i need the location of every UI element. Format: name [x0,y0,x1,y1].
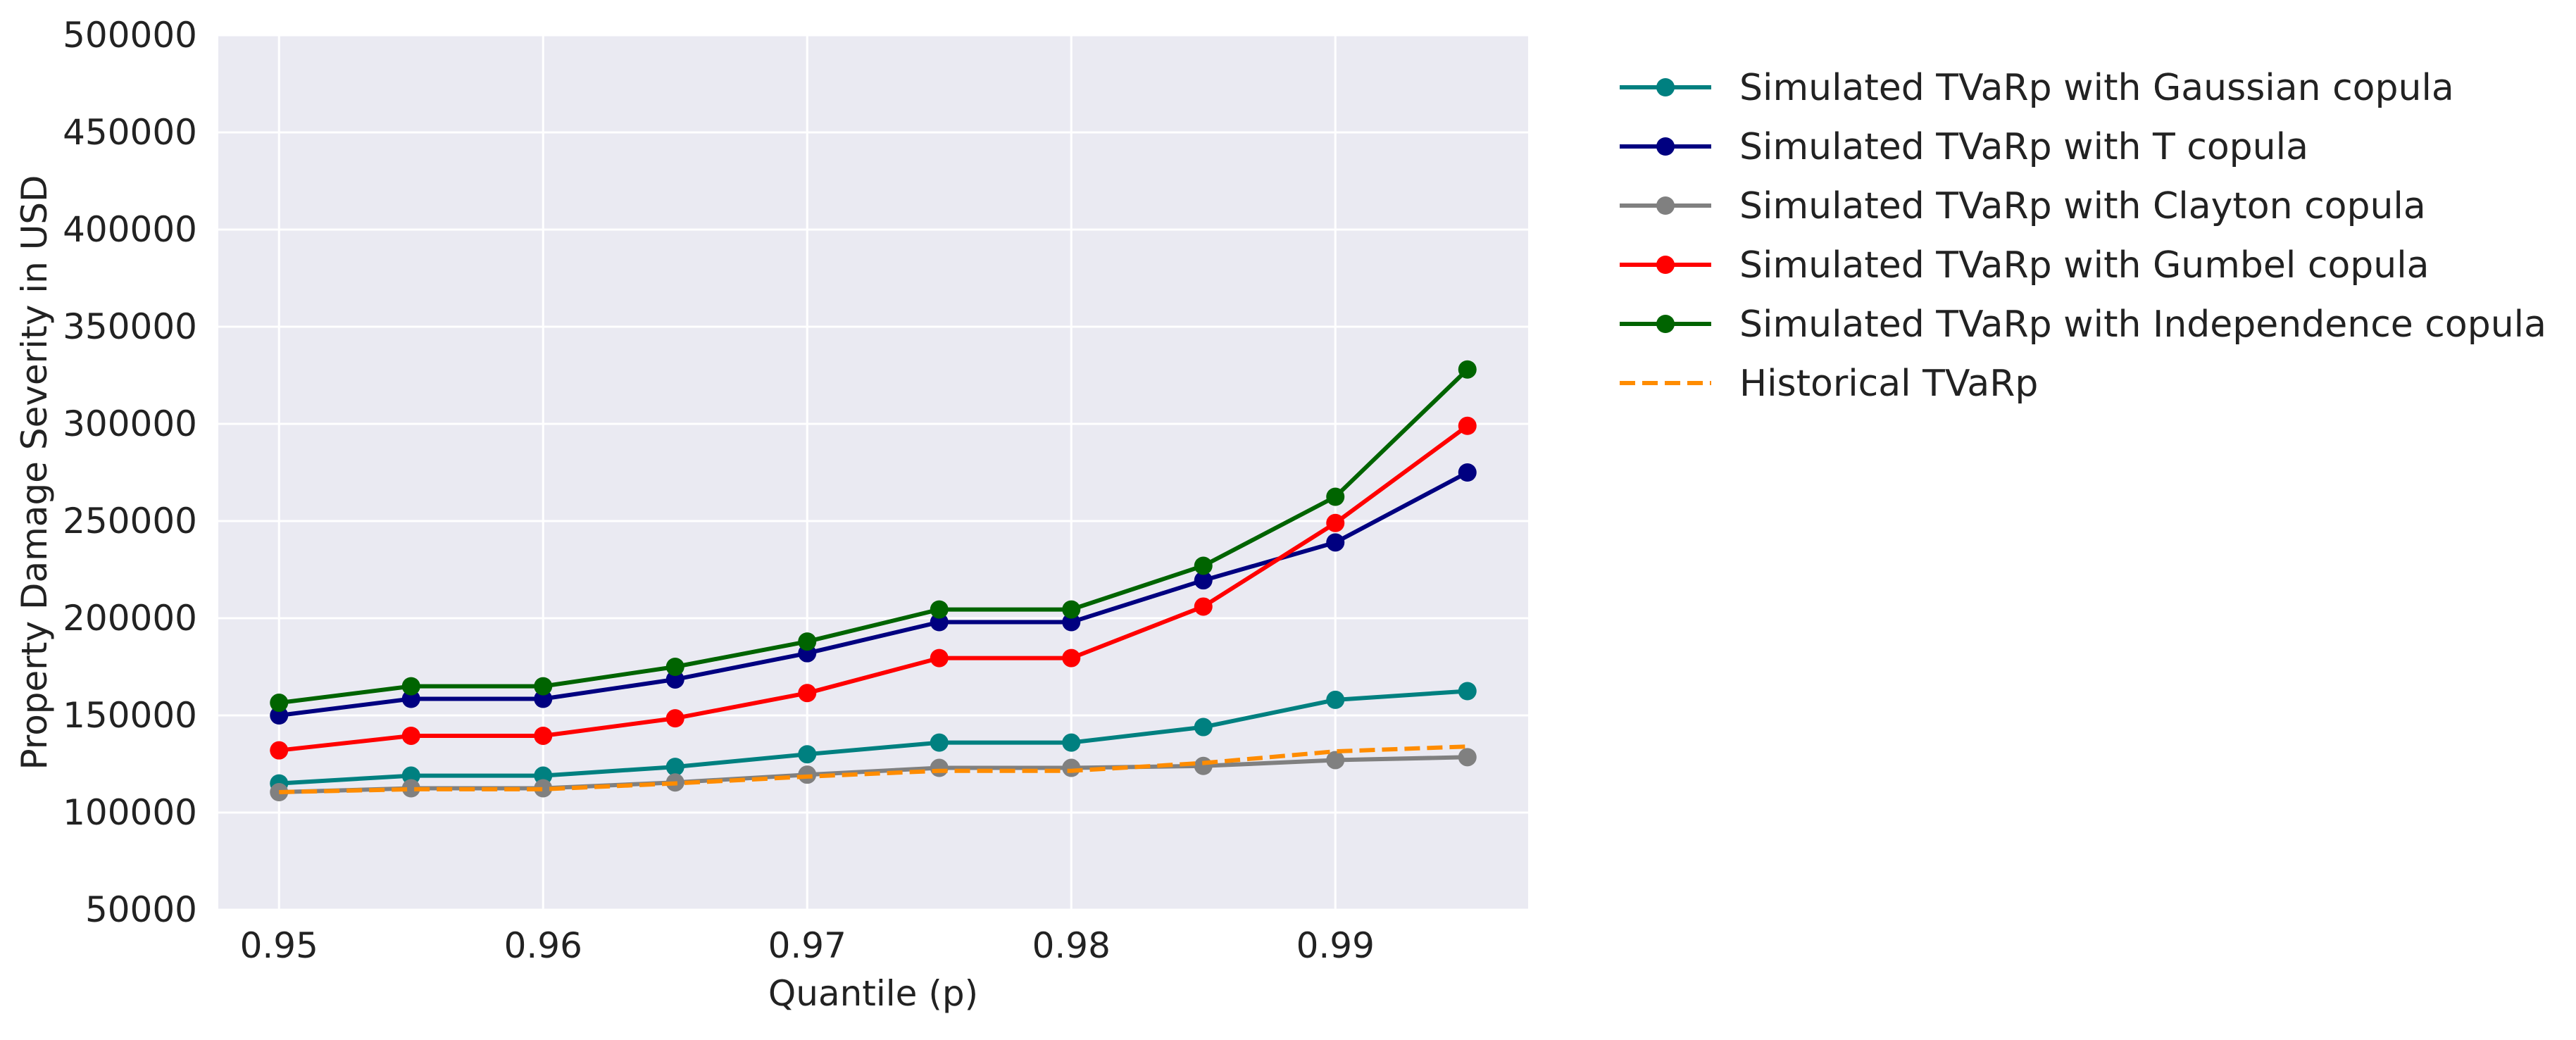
data-point [534,689,553,708]
legend-item: Historical TVaRp [1620,363,2038,405]
y-tick-labels: 50000 100000 150000 200000 250000 300000 35000… [63,15,197,930]
data-point [930,600,949,619]
series-line [277,755,1470,794]
data-point [1458,682,1477,701]
legend-label: Simulated TVaRp with T copula [1739,126,2308,168]
data-point [401,766,420,785]
data-point [270,741,289,760]
y-tick-label: 350000 [63,306,197,347]
data-point [798,632,817,651]
data-point [930,758,949,777]
data-point [534,726,553,745]
data-point [1062,733,1081,752]
series-simulated-tvarp-with-t-copula [270,463,1477,725]
series-historical-tvarp [279,744,1468,794]
data-point [930,613,949,632]
data-point [270,694,289,713]
series-lines [270,360,1477,802]
x-tick-label: 0.97 [768,925,846,966]
data-point [534,766,553,785]
y-tick-label: 250000 [63,501,197,541]
data-point [665,709,684,728]
x-tick-label: 0.95 [240,925,318,966]
x-tick-label: 0.99 [1296,925,1375,966]
x-tick-labels: 0.95 0.96 0.97 0.98 0.99 [240,925,1375,966]
data-point [1458,463,1477,482]
data-point [1458,360,1477,379]
y-tick-label: 100000 [63,792,197,833]
data-point [1326,533,1345,552]
y-tick-label: 50000 [85,889,197,930]
data-point [1194,597,1213,616]
data-point [1326,690,1345,709]
data-point [401,779,420,798]
legend-label: Simulated TVaRp with Clayton copula [1739,185,2426,227]
legend-swatch-marker [1656,315,1675,333]
x-tick-label: 0.98 [1032,925,1111,966]
data-point [270,706,289,725]
data-point [1194,756,1213,775]
data-point [1194,718,1213,737]
data-point [665,658,684,676]
series-line [277,367,1470,706]
plot-area [218,35,1528,910]
y-tick-label: 150000 [63,695,197,736]
legend: Simulated TVaRp with Gaussian copula Simu… [1620,67,2546,405]
data-point [401,677,420,696]
series-simulated-tvarp-with-independence-copula [270,360,1477,713]
legend-label: Simulated TVaRp with Independence copula [1739,303,2546,346]
data-point [665,670,684,689]
gridlines [218,34,1528,911]
series-line [277,423,1470,753]
data-point [1458,748,1477,767]
series-simulated-tvarp-with-gumbel-copula [270,416,1477,760]
data-point [401,689,420,708]
x-tick-label: 0.96 [504,925,582,966]
data-point [534,677,553,696]
x-axis-label: Quantile (p) [768,973,978,1014]
data-point [1062,649,1081,668]
data-point [798,745,817,764]
data-point [534,779,553,798]
data-point [930,649,949,668]
data-point [930,733,949,752]
legend-label: Simulated TVaRp with Gumbel copula [1739,244,2430,287]
legend-item: Simulated TVaRp with Gumbel copula [1620,244,2430,287]
y-tick-label: 300000 [63,403,197,444]
y-tick-label: 500000 [63,15,197,56]
legend-label: Historical TVaRp [1739,363,2038,405]
legend-swatch-marker [1656,196,1675,215]
data-point [1326,487,1345,506]
data-point [401,726,420,745]
data-point [1194,556,1213,575]
data-point [1062,758,1081,777]
series-line [277,689,1470,786]
data-point [1062,613,1081,632]
series-line [279,744,1468,794]
data-point [1062,600,1081,619]
data-point [1326,513,1345,532]
legend-item: Simulated TVaRp with Gaussian copula [1620,67,2454,109]
y-tick-label: 400000 [63,209,197,250]
legend-item: Simulated TVaRp with Independence copula [1620,303,2546,346]
y-tick-label: 450000 [63,112,197,153]
data-point [1194,571,1213,590]
data-point [665,758,684,777]
data-point [1458,416,1477,435]
legend-label: Simulated TVaRp with Gaussian copula [1739,67,2454,109]
series-line [277,470,1470,718]
data-point [1326,751,1345,770]
legend-swatch-marker [1656,137,1675,156]
data-point [798,684,817,703]
legend-swatch-marker [1656,78,1675,96]
legend-item: Simulated TVaRp with Clayton copula [1620,185,2426,227]
y-axis-label: Property Damage Severity in USD [14,175,55,770]
legend-swatch-marker [1656,256,1675,274]
series-simulated-tvarp-with-gaussian-copula [270,682,1477,793]
y-tick-label: 200000 [63,598,197,639]
legend-item: Simulated TVaRp with T copula [1620,126,2308,168]
